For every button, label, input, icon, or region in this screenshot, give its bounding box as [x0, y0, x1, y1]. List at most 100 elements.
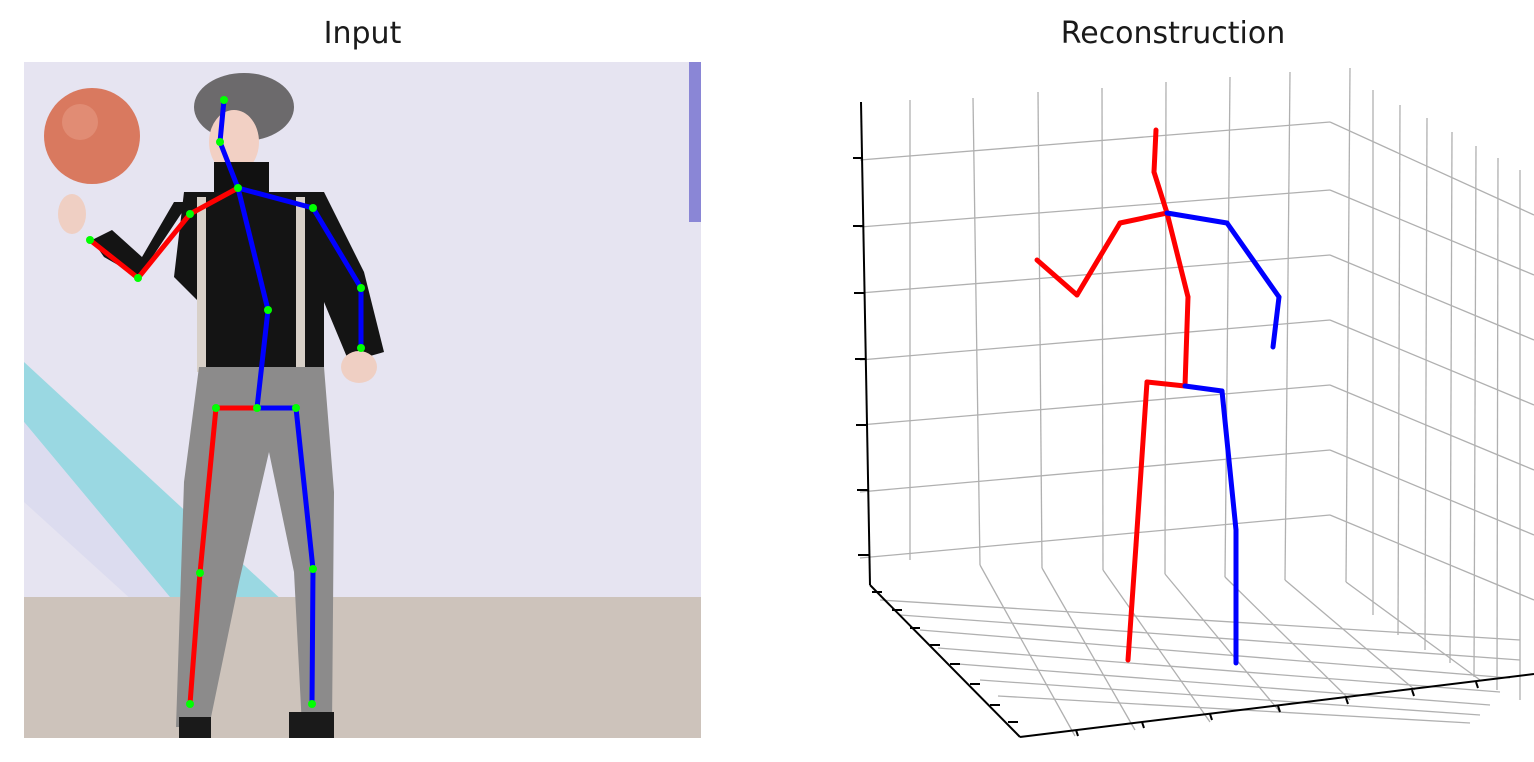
gridline: [1397, 104, 1401, 636]
gridline: [1329, 319, 1534, 406]
gridline: [859, 384, 1331, 426]
x-tick: [1209, 713, 1213, 721]
gridline: [937, 647, 1501, 693]
gridline: [1329, 449, 1534, 536]
gridline: [1224, 76, 1231, 578]
shoe-right: [179, 717, 211, 738]
bone-thorax-spine: [235, 185, 271, 313]
basketball-highlight: [62, 104, 98, 140]
bone-rhip-rknee: [197, 405, 219, 576]
joint-hip: [253, 404, 261, 412]
gridline: [1164, 573, 1281, 713]
suspender-right: [197, 197, 206, 372]
joint-lelbow: [357, 284, 365, 292]
bone3d-thorax-spine: [1164, 210, 1191, 300]
joint-lshoulder: [309, 204, 317, 212]
lower-hand: [341, 351, 377, 383]
gridline: [1496, 157, 1499, 691]
bone3d-neck-thorax: [1151, 169, 1170, 216]
gridline: [1041, 567, 1136, 731]
joint-head: [220, 96, 228, 104]
gridline: [1284, 579, 1416, 691]
gridline: [899, 614, 1521, 661]
gridline: [1329, 254, 1534, 341]
skeleton-2d: [87, 97, 364, 707]
input-panel-title: Input: [323, 16, 402, 51]
gridline: [1424, 117, 1428, 651]
reconstruction-panel-title: Reconstruction: [1060, 16, 1286, 51]
gridline: [1329, 121, 1534, 216]
grid-3d: [859, 67, 1534, 737]
raised-hand: [58, 194, 86, 234]
axes-3d: [853, 101, 1534, 738]
bone3d-lelbow-lwrist: [1270, 294, 1282, 350]
joint-rhip: [212, 404, 220, 412]
x-tick: [1141, 721, 1145, 729]
bone-lshoulder-lelbow: [310, 205, 364, 291]
bone-head-neck: [217, 97, 227, 145]
gridline: [919, 629, 1511, 679]
bone3d-thorax-lshoulder: [1164, 210, 1230, 226]
gridline: [957, 663, 1491, 706]
reconstruction-3d-plot: [820, 60, 1534, 760]
bone3d-hip-rhip: [1144, 379, 1188, 389]
gridline: [1473, 145, 1477, 678]
x-tick: [1345, 697, 1349, 705]
x-tick: [1411, 689, 1415, 697]
joint-lwrist: [357, 344, 365, 352]
bone3d-relbow-rwrist: [1034, 257, 1080, 298]
gridline: [879, 599, 1521, 641]
shoe-left: [289, 712, 334, 738]
bone3d-head-neck: [1151, 127, 1159, 175]
bone3d-thorax-rshoulder: [1117, 210, 1170, 226]
gridline: [997, 695, 1471, 724]
joint-rknee: [196, 569, 204, 577]
bone-thorax-lshoulder: [235, 185, 316, 211]
bone3d-rhip-rknee: [1133, 379, 1150, 548]
gridline: [1449, 131, 1453, 664]
skeleton-3d: [1034, 127, 1282, 666]
gridline: [1345, 67, 1351, 583]
gridline: [859, 514, 1331, 559]
joint-thorax: [234, 184, 242, 192]
gridline: [1329, 514, 1534, 601]
joint-rankle: [186, 700, 194, 708]
bone-lknee-lankle: [309, 566, 316, 707]
bone3d-rshoulder-relbow: [1074, 220, 1123, 298]
input-image: [24, 62, 701, 738]
joint-spine: [264, 306, 272, 314]
x-tick: [1277, 705, 1281, 713]
gridline: [859, 449, 1331, 493]
joint-rshoulder: [186, 210, 194, 218]
gridline: [859, 121, 1331, 161]
gridline: [972, 97, 981, 566]
joints-2d: [86, 96, 365, 708]
gridline: [1224, 576, 1351, 701]
floor-axis-bottom: [1019, 673, 1534, 738]
bone-relbow-rwrist: [87, 237, 141, 281]
gridline: [1345, 581, 1481, 681]
bone-thorax-rshoulder: [187, 185, 241, 217]
suspender-left: [296, 197, 305, 372]
gridline: [1284, 71, 1291, 581]
bone3d-lhip-lknee: [1219, 388, 1239, 533]
gridline: [1102, 569, 1211, 723]
joint-lankle: [308, 700, 316, 708]
bone-rknee-rankle: [187, 570, 203, 707]
x-tick: [1075, 729, 1079, 737]
bone-spine-hip: [254, 307, 271, 411]
gridline: [979, 679, 1481, 716]
bone3d-hip-lhip: [1182, 383, 1225, 394]
joint-neck: [216, 138, 224, 146]
gridline: [979, 564, 1076, 737]
basketball: [44, 88, 140, 184]
bone-rshoulder-relbow: [135, 211, 193, 281]
gridline: [859, 319, 1331, 361]
bone3d-rknee-rankle: [1125, 542, 1139, 663]
bone-lhip-lknee: [293, 405, 316, 572]
x-tick: [1475, 681, 1479, 689]
pale-stripe: [24, 422, 174, 602]
joint-lknee: [309, 565, 317, 573]
gridline: [1164, 81, 1167, 575]
gridline: [1037, 91, 1043, 569]
